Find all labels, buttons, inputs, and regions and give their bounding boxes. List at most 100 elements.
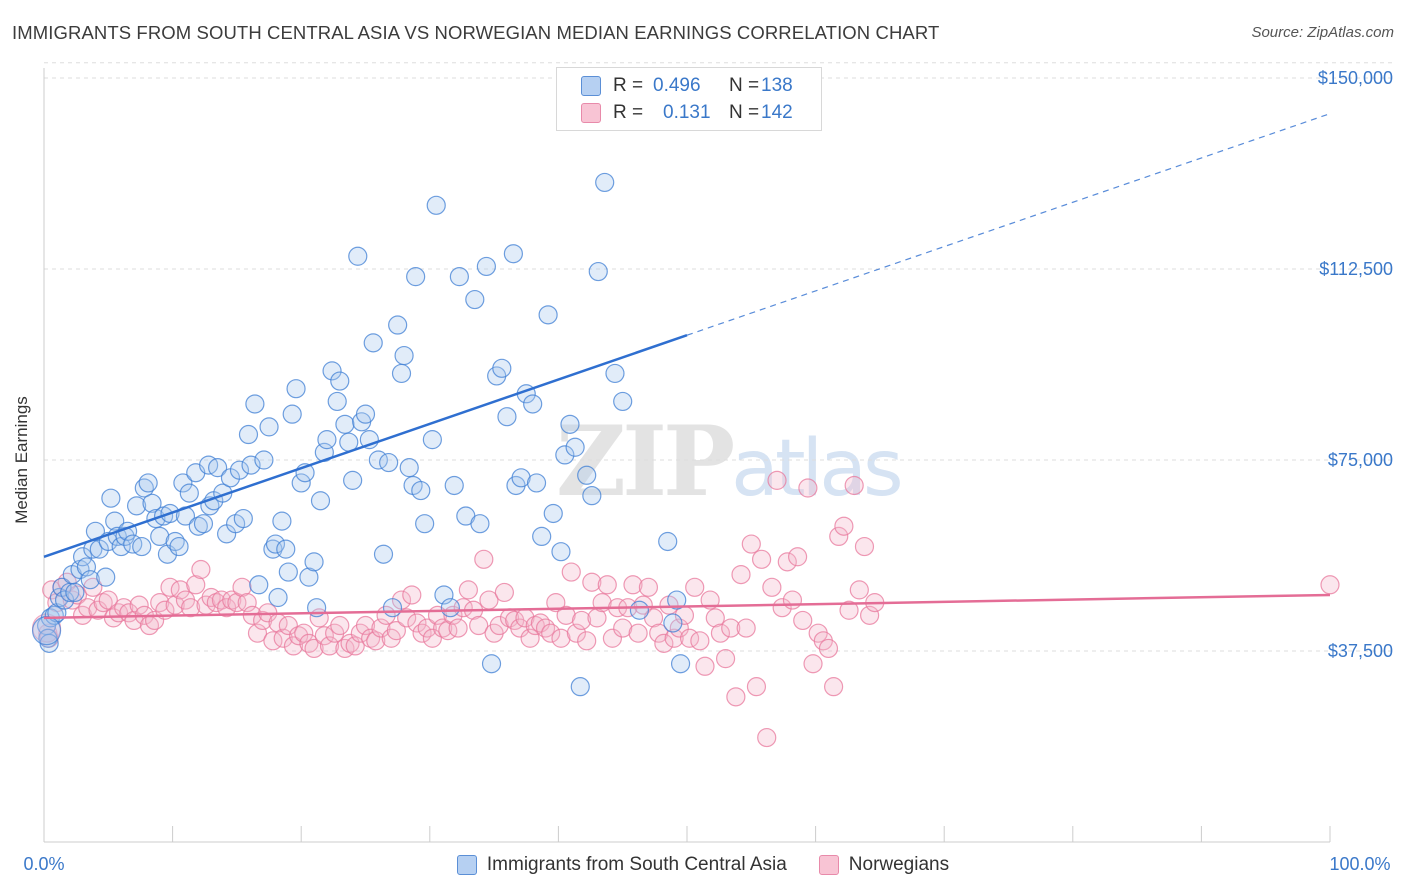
data-point [690, 631, 710, 651]
data-point [222, 590, 242, 610]
data-point [417, 618, 437, 638]
data-point [757, 727, 777, 748]
data-point [254, 450, 274, 470]
data-point [440, 598, 460, 618]
data-point [232, 577, 252, 597]
data-point [570, 677, 590, 697]
data-point [511, 468, 531, 488]
legend-n-label: N = [729, 102, 760, 123]
data-point [330, 615, 350, 636]
legend-swatch-blue [581, 76, 601, 96]
axes [43, 68, 1331, 843]
data-point [169, 536, 189, 557]
data-point [532, 526, 552, 547]
data-point [208, 458, 228, 478]
data-point [470, 514, 490, 534]
data-point [767, 470, 787, 490]
series-south-central-asia [31, 172, 691, 697]
data-point [444, 475, 464, 496]
data-point [379, 452, 399, 473]
data-point [299, 633, 319, 653]
data-point [129, 595, 149, 615]
legend-n-value: 142 [761, 102, 793, 123]
bottom-legend-swatch-pink [818, 855, 839, 875]
data-point [793, 610, 813, 631]
data-point [348, 246, 368, 266]
data-point [394, 345, 414, 366]
legend-row-blue: R = 0.496 N = 138 [581, 74, 793, 98]
data-point [366, 631, 386, 651]
bottom-legend-swatch-blue [456, 855, 477, 875]
data-point [391, 363, 412, 384]
data-point [115, 526, 135, 547]
legend-n-value: 138 [761, 75, 793, 96]
data-point [382, 598, 403, 618]
data-point [458, 580, 478, 600]
legend-r-value: 0.131 [663, 102, 711, 123]
data-point [355, 615, 376, 636]
data-point [294, 623, 314, 643]
data-point [667, 590, 687, 610]
data-point [238, 424, 259, 445]
data-point [741, 534, 761, 554]
data-point [560, 414, 580, 434]
data-point [538, 305, 558, 325]
legend-n-label: N = [729, 75, 760, 96]
data-point [233, 508, 253, 529]
data-point [273, 628, 293, 648]
data-point [844, 475, 864, 496]
y-tick-label: $75,000 [1328, 450, 1393, 470]
data-point [530, 613, 550, 633]
data-point [327, 391, 347, 412]
data-point [406, 267, 426, 287]
trend-line-pink [43, 593, 1331, 620]
data-point [299, 567, 319, 587]
data-point [93, 593, 113, 613]
x-tick-label-max: 100.0% [1329, 854, 1390, 874]
data-point [340, 633, 360, 653]
data-point [546, 593, 566, 613]
data-point [72, 547, 93, 567]
data-point [577, 631, 597, 651]
y-tick-label: $37,500 [1328, 641, 1393, 661]
data-point [658, 531, 678, 552]
data-point [412, 623, 432, 643]
bottom-legend-item-pink: Norwegians [818, 854, 949, 876]
data-point [399, 458, 419, 478]
series-norwegians [31, 470, 1340, 748]
data-point [543, 503, 563, 524]
data-point [565, 437, 585, 457]
data-point [849, 580, 869, 600]
data-point [588, 261, 608, 282]
data-point [839, 600, 859, 620]
data-point [448, 618, 468, 638]
legend-r-label: R = [613, 75, 644, 96]
data-point [649, 623, 669, 643]
data-point [245, 394, 265, 414]
data-point [577, 465, 597, 485]
grid-lines [44, 62, 1395, 652]
data-point [494, 582, 514, 603]
data-point [551, 628, 571, 648]
data-point [669, 618, 689, 638]
chart-title: IMMIGRANTS FROM SOUTH CENTRAL ASIA VS NO… [12, 22, 940, 43]
data-point [80, 570, 100, 590]
data-point [526, 473, 547, 493]
data-point [193, 514, 214, 534]
data-point [282, 404, 302, 424]
data-point [304, 638, 324, 659]
data-point [272, 511, 292, 531]
data-point [132, 536, 152, 557]
data-point [777, 552, 797, 572]
data-point [317, 430, 337, 450]
data-point [268, 587, 288, 608]
data-point [685, 577, 705, 597]
data-point [476, 256, 496, 277]
data-point [469, 615, 489, 636]
data-point [746, 677, 767, 697]
data-point [715, 649, 736, 669]
data-point [181, 598, 201, 618]
data-point [286, 379, 306, 399]
data-point [721, 618, 741, 638]
data-point [605, 363, 625, 384]
